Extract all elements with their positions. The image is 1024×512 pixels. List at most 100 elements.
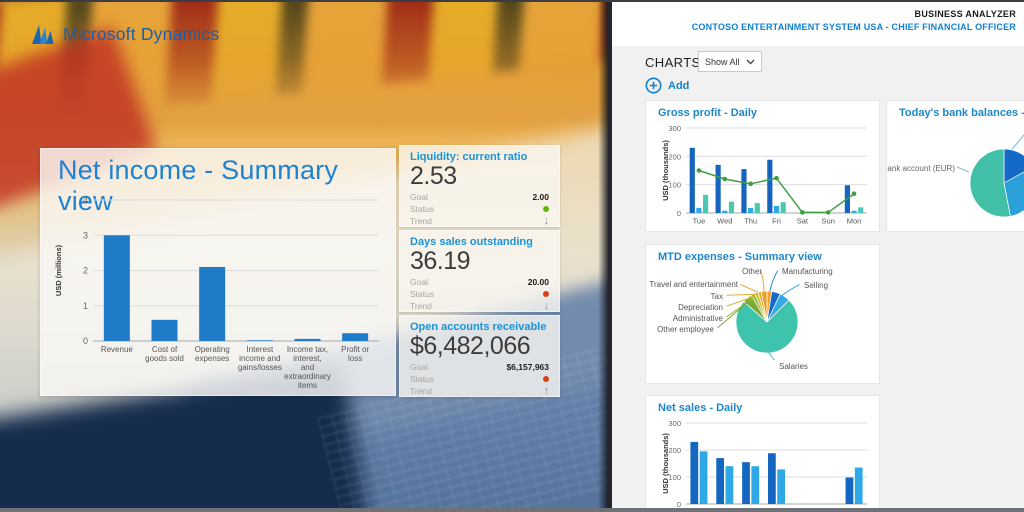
bank-balances-pie bbox=[887, 101, 1024, 231]
svg-text:100: 100 bbox=[668, 181, 681, 190]
goal-value: 20.00 bbox=[527, 276, 549, 287]
pie-label-tax: Tax bbox=[710, 292, 723, 301]
svg-text:Wed: Wed bbox=[717, 217, 732, 226]
svg-text:0: 0 bbox=[677, 209, 681, 218]
pie-label-other: Other bbox=[741, 267, 762, 276]
trend-up-icon: ↑ bbox=[543, 384, 550, 397]
pie-label-selling: Selling bbox=[804, 281, 829, 290]
gross-profit-title: Gross profit - Daily bbox=[658, 107, 758, 119]
mtd-expenses-card[interactable]: MTD expenses - Summary view Other Manufa… bbox=[645, 244, 880, 384]
mtd-expenses-title: MTD expenses - Summary view bbox=[658, 251, 822, 263]
goal-label: Goal bbox=[410, 361, 428, 372]
status-dot bbox=[543, 290, 549, 297]
svg-text:Revenue: Revenue bbox=[101, 345, 134, 354]
kpi-trend-row: Trend ↓ bbox=[410, 300, 549, 311]
background-photo: Microsoft Dynamics Net income - Summary … bbox=[0, 0, 608, 512]
kpi-goal-row: Goal 2.00 bbox=[410, 191, 549, 202]
net-income-title: Net income - Summary view bbox=[58, 155, 339, 216]
svg-text:1: 1 bbox=[83, 301, 88, 311]
kpi-card-liquidity[interactable]: Liquidity: current ratio 2.53 Goal 2.00 … bbox=[399, 145, 560, 227]
chevron-down-icon bbox=[746, 59, 755, 65]
net-income-chart: 0 1 2 3 4 USD (millions) Revenue Cost of goods s… bbox=[53, 195, 389, 393]
dropdown-value: Show All bbox=[705, 56, 740, 67]
kpi-goal-row: Goal $6,157,963 bbox=[410, 361, 549, 372]
trend-label: Trend bbox=[410, 300, 432, 311]
trend-label: Trend bbox=[410, 385, 432, 396]
pie-label-manufacturing: Manufacturing bbox=[782, 267, 833, 276]
dynamics-logo-icon bbox=[32, 25, 54, 44]
kpi-title: Open accounts receivable bbox=[410, 321, 547, 333]
kpi-status-row: Status bbox=[410, 373, 549, 384]
svg-text:USD (thousands): USD (thousands) bbox=[661, 140, 670, 201]
gross-profit-chart: 0 100 200 300 USD (thousands) Tue Wed Thu Fri Sat… bbox=[660, 123, 872, 227]
svg-text:0: 0 bbox=[83, 336, 88, 346]
net-sales-card[interactable]: Net sales - Daily 0 100 200 300 USD (thousan… bbox=[645, 395, 880, 512]
svg-text:4: 4 bbox=[83, 195, 88, 205]
svg-text:200: 200 bbox=[668, 446, 681, 455]
svg-text:0: 0 bbox=[677, 500, 681, 509]
panel-edge-shadow bbox=[598, 0, 608, 512]
business-analyzer-panel: BUSINESS ANALYZER CONTOSO ENTERTAINMENT … bbox=[608, 0, 1024, 512]
svg-text:Tue: Tue bbox=[693, 217, 706, 226]
panel-header: BUSINESS ANALYZER CONTOSO ENTERTAINMENT … bbox=[692, 9, 1016, 32]
kpi-trend-row: Trend ↑ bbox=[410, 385, 549, 396]
mtd-expenses-callouts bbox=[717, 270, 800, 361]
bank-balances-card[interactable]: Today's bank balances - Summary Bank acc… bbox=[886, 100, 1024, 232]
pie-label-travel: Travel and entertainment bbox=[649, 280, 738, 289]
bank-balances-title: Today's bank balances - Summary bbox=[899, 107, 1024, 119]
net-sales-title: Net sales - Daily bbox=[658, 402, 743, 414]
status-dot bbox=[543, 205, 549, 212]
dynamics-logo: Microsoft Dynamics bbox=[30, 22, 219, 46]
svg-text:3: 3 bbox=[83, 230, 88, 240]
status-label: Status bbox=[410, 288, 435, 299]
charts-section-label: CHARTS bbox=[645, 55, 701, 70]
svg-text:200: 200 bbox=[668, 152, 681, 161]
svg-text:Sat: Sat bbox=[797, 217, 809, 226]
kpi-goal-row: Goal 20.00 bbox=[410, 276, 549, 287]
svg-text:Fri: Fri bbox=[772, 217, 781, 226]
kpi-card-days-sales-outstanding[interactable]: Days sales outstanding 36.19 Goal 20.00 … bbox=[399, 230, 560, 312]
kpi-trend-row: Trend ↓ bbox=[410, 215, 549, 226]
kpi-status-row: Status bbox=[410, 288, 549, 299]
pie-label-other-employee: Other employee bbox=[657, 325, 714, 334]
kpi-value: $6,482,066 bbox=[410, 332, 531, 360]
goal-label: Goal bbox=[410, 276, 428, 287]
svg-text:100: 100 bbox=[668, 473, 681, 482]
company-role: CONTOSO ENTERTAINMENT SYSTEM USA - CHIEF… bbox=[691, 22, 1016, 32]
svg-text:300: 300 bbox=[668, 419, 681, 428]
kpi-title: Liquidity: current ratio bbox=[410, 151, 528, 163]
status-label: Status bbox=[410, 203, 435, 214]
svg-text:Mon: Mon bbox=[847, 217, 862, 226]
svg-text:USD (thousands): USD (thousands) bbox=[661, 433, 670, 494]
mtd-expenses-pie bbox=[646, 245, 879, 383]
pie-label-depreciation: Depreciation bbox=[678, 303, 723, 312]
pie-label-bank-account-eur: Bank account (EUR) bbox=[886, 164, 955, 173]
kpi-value: 2.53 bbox=[410, 162, 457, 190]
kpi-card-open-accounts-receivable[interactable]: Open accounts receivable $6,482,066 Goal… bbox=[399, 315, 560, 397]
net-income-card[interactable]: Net income - Summary view 0 1 2 3 4 USD (mill… bbox=[40, 148, 396, 396]
svg-text:USD (millions): USD (millions) bbox=[54, 244, 63, 296]
goal-label: Goal bbox=[410, 191, 428, 202]
svg-text:Sun: Sun bbox=[822, 217, 835, 226]
svg-text:Thu: Thu bbox=[744, 217, 757, 226]
goal-value: 2.00 bbox=[532, 191, 549, 202]
gross-profit-card[interactable]: Gross profit - Daily 0 100 200 300 USD (thou… bbox=[645, 100, 880, 232]
trend-down-icon: ↓ bbox=[543, 299, 550, 312]
status-label: Status bbox=[410, 373, 435, 384]
pie-label-salaries: Salaries bbox=[779, 362, 808, 371]
svg-text:300: 300 bbox=[668, 124, 681, 133]
status-dot bbox=[543, 375, 549, 382]
screen-bottom-edge bbox=[0, 508, 1024, 512]
app-title: BUSINESS ANALYZER bbox=[914, 9, 1016, 19]
trend-label: Trend bbox=[410, 215, 432, 226]
goal-value: $6,157,963 bbox=[506, 361, 549, 372]
add-button[interactable]: Add bbox=[645, 77, 689, 94]
kpi-status-row: Status bbox=[410, 203, 549, 214]
show-all-dropdown[interactable]: Show All bbox=[698, 51, 762, 72]
kpi-title: Days sales outstanding bbox=[410, 236, 533, 248]
